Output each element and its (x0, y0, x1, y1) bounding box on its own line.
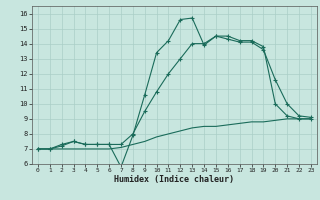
X-axis label: Humidex (Indice chaleur): Humidex (Indice chaleur) (115, 175, 234, 184)
